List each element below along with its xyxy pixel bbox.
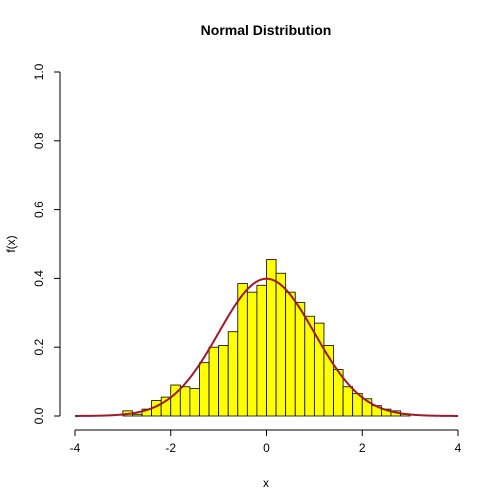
histogram-bar	[246, 291, 258, 417]
y-axis: 0.0 0.2 0.4 0.6 0.8 1.0	[32, 63, 61, 424]
histogram-bar	[218, 345, 229, 417]
histogram-bar	[237, 283, 248, 417]
y-tick-label: 0.6	[32, 201, 46, 218]
histogram-bar	[342, 386, 354, 417]
histogram-bar	[179, 386, 191, 417]
histogram-bar	[266, 259, 277, 417]
histogram-bar	[256, 284, 267, 417]
histogram-bar	[208, 346, 220, 417]
y-axis-label: f(x)	[4, 235, 18, 252]
histogram-bar	[285, 291, 296, 417]
density-curve-layer	[75, 277, 458, 417]
x-tick-label: 2	[359, 441, 366, 455]
chart-title: Normal Distribution	[201, 22, 332, 38]
y-tick-label: 0.4	[32, 270, 46, 287]
histogram-bar	[294, 302, 306, 417]
y-tick-label: 0.0	[32, 407, 46, 424]
x-tick-label: 0	[263, 441, 270, 455]
x-tick-label: -2	[165, 441, 176, 455]
histogram-bar	[132, 413, 143, 417]
x-axis-label: x	[263, 476, 269, 490]
histogram-bar	[189, 388, 200, 417]
x-tick-label: -4	[70, 441, 81, 455]
histogram-bars	[122, 259, 411, 417]
histogram-bar	[199, 362, 210, 417]
x-axis: -4 -2 0 2 4	[70, 429, 462, 455]
y-tick-label: 1.0	[32, 63, 46, 80]
histogram-bar	[275, 272, 287, 417]
histogram-bar	[227, 331, 239, 417]
y-tick-label: 0.8	[32, 132, 46, 149]
normal-density-curve	[75, 277, 458, 417]
y-tick-label: 0.2	[32, 339, 46, 356]
x-tick-label: 4	[455, 441, 462, 455]
